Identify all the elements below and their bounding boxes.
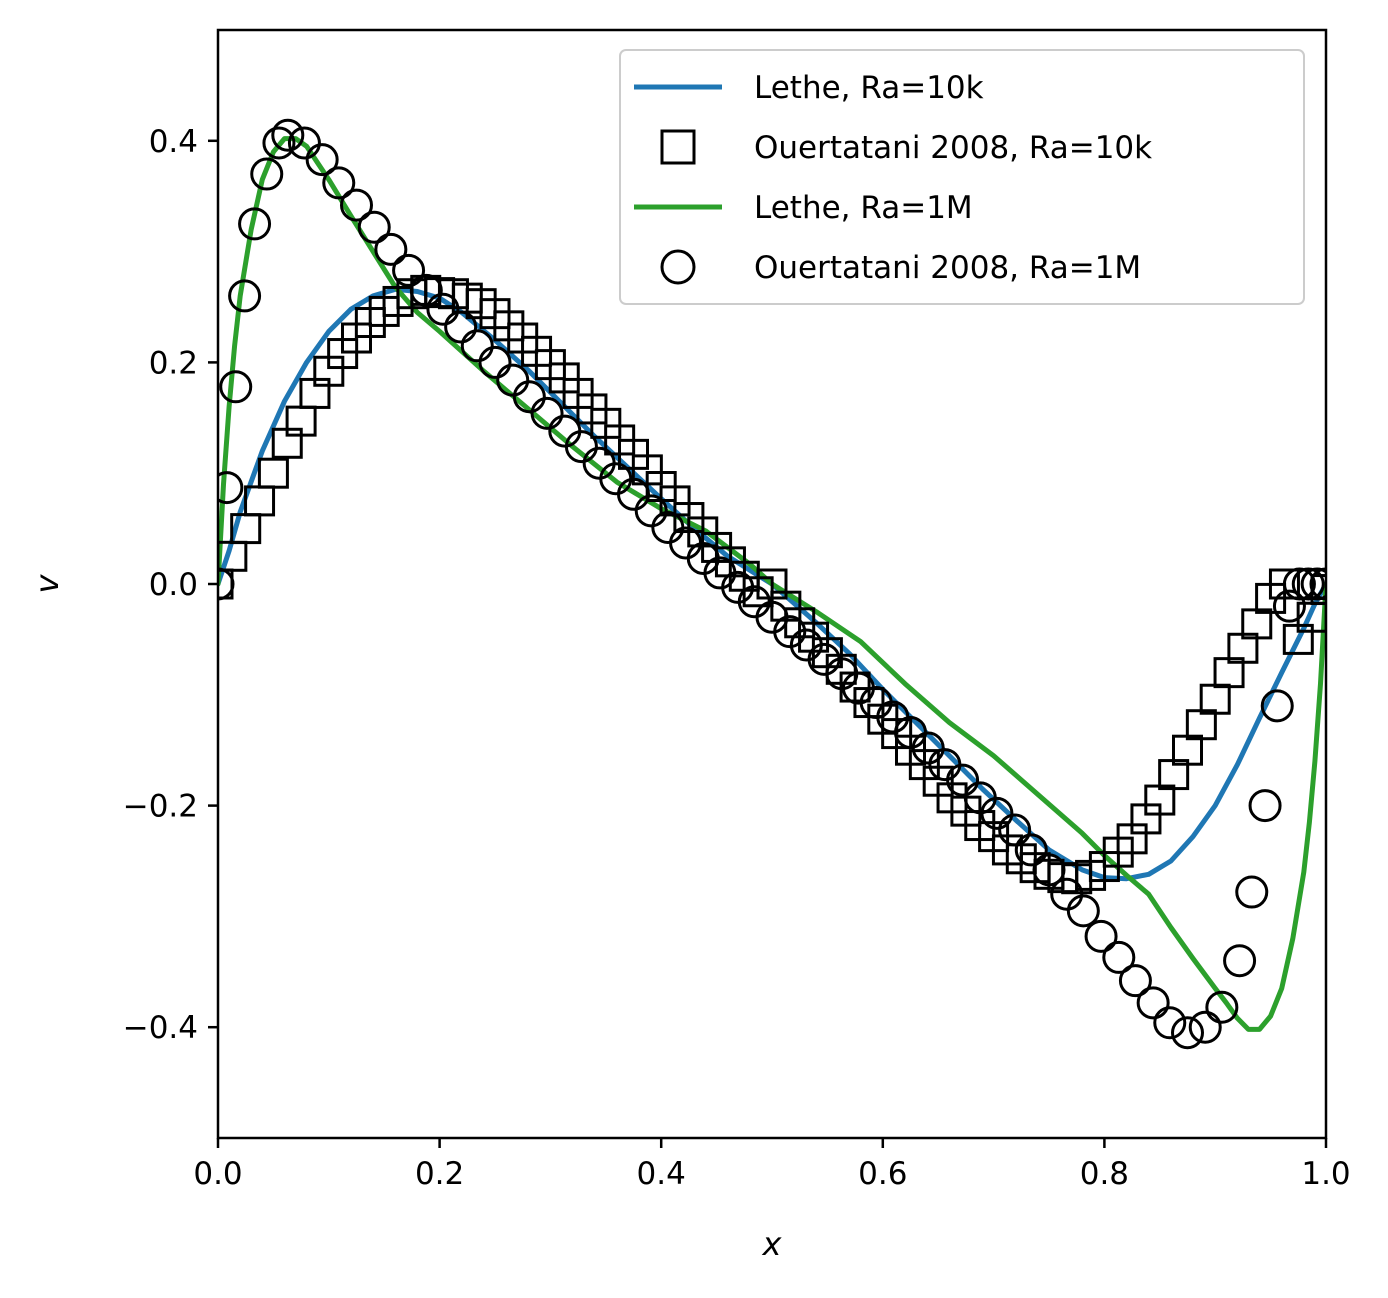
legend-label: Lethe, Ra=1M [754,190,973,226]
series-ouertatani-2008-ra-1m-marker [911,731,945,765]
series-ouertatani-2008-ra-1m-marker [426,292,460,326]
series-ouertatani-2008-ra-1m-marker [1235,875,1269,909]
series-ouertatani-2008-ra-1m-marker [219,370,253,404]
series-ouertatani-2008-ra-10k-marker [1268,568,1300,600]
y-axis-label: v [28,573,66,593]
series-ouertatani-2008-ra-1m-marker [374,232,408,266]
series-ouertatani-2008-ra-1m-marker [250,157,284,191]
series-ouertatani-2008-ra-1m-marker [1300,567,1326,601]
series-ouertatani-2008-ra-1m-marker [478,345,512,379]
axes-layer: 0.0 0.2 0.4 0.6 0.8 1.0 −0.4 −0.2 0.0 0.2 0.4 [123,28,1351,1192]
series-ouertatani-2008-ra-1m-marker [238,207,272,241]
series-ouertatani-2008-ra-1m-marker [1084,919,1118,953]
series-ouertatani-2008-ra-1m-marker [1282,567,1316,601]
series-layer [218,118,1326,1050]
y-tick-label: 0.2 [149,345,198,381]
legend-frame [619,49,1305,305]
series-ouertatani-2008-ra-1m-marker [1205,990,1239,1024]
legend-circle-swatch [660,249,696,285]
x-tick-label: 1.0 [1301,1156,1350,1192]
series-ouertatani-2008-ra-1m-marker [1032,853,1066,887]
series-ouertatani-2008-ra-1m-marker [1171,1016,1204,1050]
legend-label: Ouertatani 2008, Ra=10k [754,130,1152,166]
x-tick-label: 0.2 [415,1156,464,1192]
series-ouertatani-2008-ra-1m-marker [262,126,296,160]
series-ouertatani-2008-ra-1m-marker [1066,894,1100,928]
y-tick-label: 0.4 [149,124,198,160]
legend-entry: Lethe, Ra=10k [634,70,984,106]
series-ouertatani-2008-ra-1m-marker [460,329,494,363]
series-ouertatani-2008-ra-1m-marker [1014,833,1048,867]
series-ouertatani-2008-ra-1m-marker [998,813,1032,847]
series-ouertatani-2008-ra-1m-marker [582,446,616,480]
x-tick-label: 0.4 [637,1156,686,1192]
series-ouertatani-2008-ra-1m-marker [1248,789,1282,823]
series-ouertatani-2008-ra-1m-marker [357,210,391,244]
series-ouertatani-2008-ra-1m-marker [218,567,235,601]
series-ouertatani-2008-ra-1m-marker [228,279,262,313]
series-ouertatani-2008-ra-1m-marker [1188,1010,1222,1044]
series-ouertatani-2008-ra-1m-marker [617,477,650,511]
series-ouertatani-2008-ra-1m-marker [1102,940,1136,974]
legend-entry: Ouertatani 2008, Ra=1M [660,249,1141,286]
series-ouertatani-2008-ra-1m-marker [322,166,356,200]
series-ouertatani-2008-ra-1m-marker [409,273,443,307]
series-ouertatani-2008-ra-1m-marker [1153,1006,1187,1040]
series-ouertatani-2008-ra-1m-marker [512,380,546,414]
series-ouertatani-2008-ra-1m-marker [564,430,598,464]
series-ouertatani-2008-ra-1m-marker [287,126,321,160]
series-ouertatani-2008-ra-1m-marker [1291,567,1325,601]
legend-entry: Ouertatani 2008, Ra=10k [660,129,1152,166]
legend: Lethe, Ra=10k Ouertatani 2008, Ra=10k Leth… [619,49,1305,305]
y-tick-label: 0.0 [149,567,198,603]
series-ouertatani-2008-ra-10k-marker [257,457,289,489]
series-ouertatani-2008-ra-1m-marker [1260,689,1294,723]
series-ouertatani-2008-ra-1m-marker [1223,944,1257,978]
x-tick-label: 0.8 [1080,1156,1129,1192]
series-ouertatani-2008-ra-10k-marker [1185,709,1217,741]
series-ouertatani-2008-ra-1m-marker [1050,877,1084,911]
series-ouertatani-2008-ra-1m-marker [980,796,1014,830]
series-ouertatani-2008-ra-1m-marker [271,118,305,152]
legend-entry: Lethe, Ra=1M [634,190,973,226]
series-ouertatani-2008-ra-1m-marker [340,188,373,222]
x-tick-label: 0.6 [858,1156,907,1192]
series-ouertatani-2008-ra-1m-marker [444,310,478,344]
y-tick-label: −0.4 [123,1010,198,1046]
x-tick-label: 0.0 [193,1156,242,1192]
series-ouertatani-2008-ra-1m-marker [392,253,426,287]
series-ouertatani-2008-ra-1m-marker [651,510,685,544]
series-ouertatani-2008-ra-1m-marker [305,143,339,177]
y-tick-label: −0.2 [123,789,198,825]
series-ouertatani-2008-ra-10k-marker [1199,683,1231,715]
series-ouertatani-2008-ra-1m-marker [1118,964,1152,998]
series-ouertatani-2008-ra-1m-marker [773,615,807,649]
series-ouertatani-2008-ra-1m-marker [1272,589,1306,623]
legend-label: Ouertatani 2008, Ra=1M [754,250,1141,286]
legend-square-swatch [660,129,696,165]
x-axis-label: x [762,1225,783,1263]
series-ouertatani-2008-ra-1m-marker [1309,567,1326,601]
series-ouertatani-2008-ra-1m-marker [530,396,564,430]
series-ouertatani-2008-ra-1m-marker [496,363,530,397]
series-ouertatani-2008-ra-1m-marker [218,471,244,505]
series-ouertatani-2008-ra-1m-marker [946,763,980,797]
legend-label: Lethe, Ra=10k [754,70,984,106]
series-ouertatani-2008-ra-1m-marker [634,494,668,528]
series-ouertatani-2008-ra-1m-marker [1136,986,1170,1020]
